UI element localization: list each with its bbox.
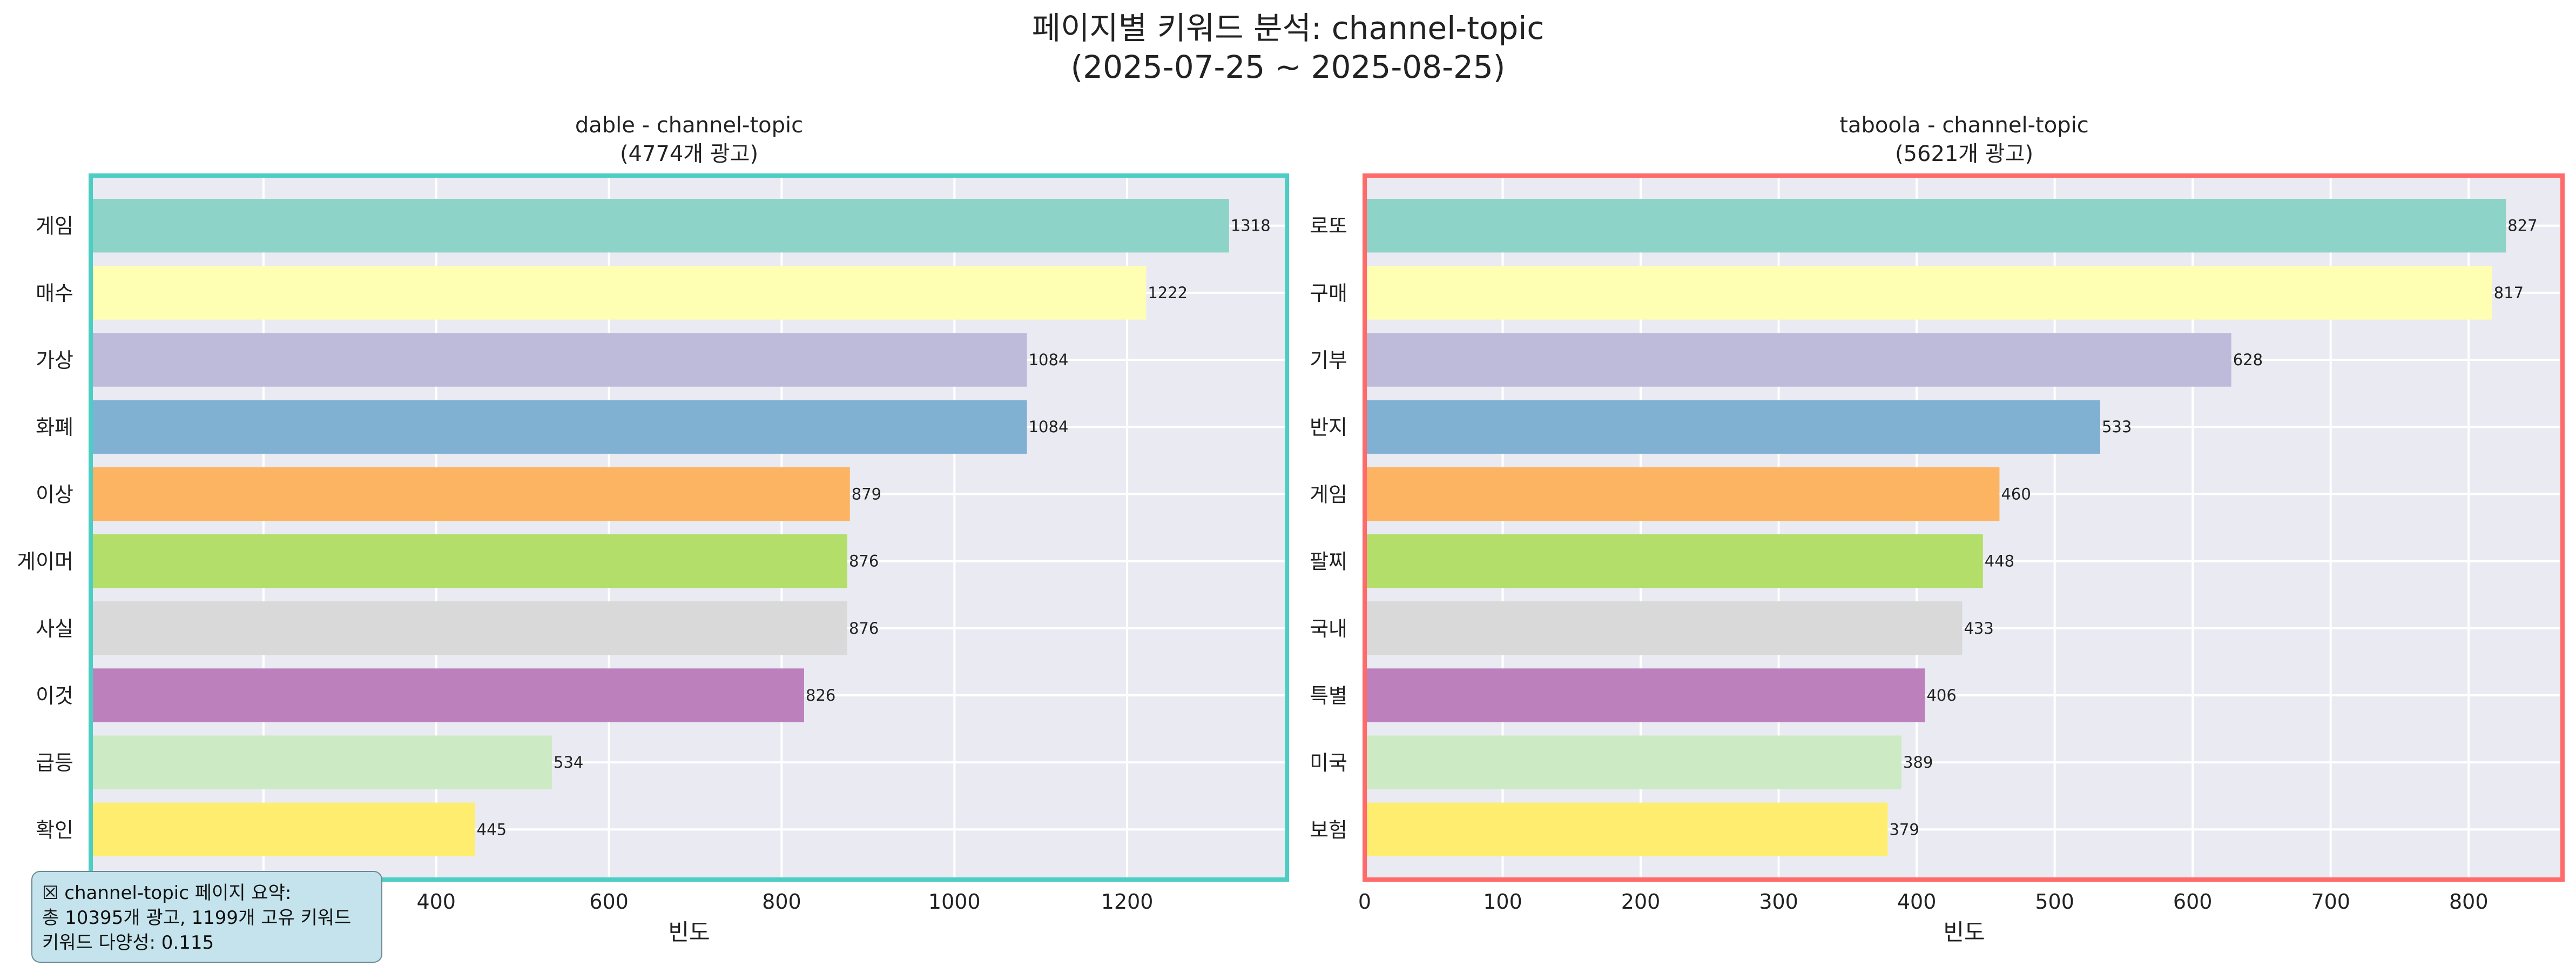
- taboola-category-label: 반지: [1310, 415, 1347, 439]
- taboola-bar-value-label: 533: [2102, 418, 2132, 436]
- taboola-x-tick-label: 700: [2311, 890, 2350, 914]
- dable-category-label: 확인: [36, 818, 73, 842]
- dable-category-label: 사실: [36, 617, 73, 641]
- taboola-bar: [1365, 333, 2231, 387]
- dable-panel-frame: [89, 173, 1289, 882]
- dable-x-axis-label: 빈도: [668, 919, 710, 945]
- dable-category-label: 매수: [36, 281, 73, 305]
- dable-x-tick-label: 1200: [1101, 890, 1154, 914]
- dable-x-tick-label: 600: [589, 890, 629, 914]
- dable-bar: [91, 199, 1229, 253]
- summary-line-3: 키워드 다양성: 0.115: [42, 932, 214, 954]
- taboola-bar-value-label: 433: [1964, 619, 1993, 638]
- dable-bar-value-label: 826: [806, 686, 835, 705]
- taboola-bar: [1365, 668, 1925, 722]
- taboola-x-tick-label: 100: [1483, 890, 1522, 914]
- dable-bar-value-label: 876: [849, 619, 879, 638]
- taboola-chart-subtitle: (5621개 광고): [1895, 142, 2033, 166]
- taboola-category-label: 미국: [1310, 751, 1347, 775]
- dable-category-label: 게임: [36, 214, 73, 238]
- taboola-bar-value-label: 817: [2494, 284, 2524, 302]
- taboola-bar-value-label: 460: [2001, 485, 2031, 503]
- taboola-category-label: 기부: [1310, 348, 1347, 372]
- dable-category-label: 가상: [36, 348, 73, 372]
- dable-bar: [91, 601, 847, 655]
- taboola-category-label: 보험: [1310, 818, 1347, 842]
- dable-category-label: 이것: [36, 684, 73, 708]
- taboola-x-tick-label: 800: [2449, 890, 2489, 914]
- taboola-bar: [1365, 199, 2506, 253]
- dable-bar-value-label: 879: [852, 485, 881, 503]
- dable-bar-value-label: 1318: [1231, 217, 1271, 235]
- dable-bar-value-label: 1084: [1029, 418, 1069, 436]
- dable-category-label: 이상: [36, 482, 73, 506]
- dable-bar: [91, 400, 1027, 454]
- dable-chart-subtitle: (4774개 광고): [620, 142, 758, 166]
- dable-bar: [91, 467, 850, 521]
- taboola-chart-panel: taboola - channel-topic (5621개 광고) 빈도 82…: [1310, 113, 2565, 945]
- dable-bar-value-label: 1222: [1148, 284, 1188, 302]
- taboola-bar-value-label: 406: [1926, 686, 1956, 705]
- taboola-bar-value-label: 448: [1985, 552, 2014, 571]
- taboola-x-tick-label: 400: [1897, 890, 1937, 914]
- taboola-bar: [1365, 534, 1983, 588]
- dable-bar-value-label: 1084: [1029, 351, 1069, 369]
- dable-bar: [91, 333, 1027, 387]
- summary-line-2: 총 10395개 광고, 1199개 고유 키워드: [42, 907, 352, 929]
- dable-bar-value-label: 534: [554, 753, 583, 772]
- taboola-category-label: 특별: [1310, 684, 1347, 708]
- taboola-bar-value-label: 389: [1903, 753, 1933, 772]
- taboola-bar: [1365, 467, 2000, 521]
- taboola-bar: [1365, 601, 1963, 655]
- figure-title-line1: 페이지별 키워드 분석: channel-topic: [1032, 10, 1545, 46]
- taboola-bar-value-label: 379: [1889, 820, 1919, 838]
- taboola-x-tick-label: 600: [2173, 890, 2213, 914]
- dable-bar: [91, 266, 1147, 320]
- dable-bar: [91, 534, 847, 588]
- taboola-bar: [1365, 802, 1888, 856]
- taboola-bar: [1365, 400, 2100, 454]
- dable-x-tick-label: 1000: [928, 890, 981, 914]
- summary-box: ☒ channel-topic 페이지 요약: 총 10395개 광고, 119…: [31, 871, 382, 963]
- dable-bar-value-label: 445: [477, 820, 507, 838]
- dable-bar: [91, 668, 805, 722]
- taboola-chart-title: taboola - channel-topic: [1839, 113, 2088, 138]
- taboola-x-tick-label: 200: [1621, 890, 1661, 914]
- taboola-x-tick-label: 500: [2035, 890, 2074, 914]
- dable-category-label: 화폐: [36, 415, 73, 439]
- dable-bar: [91, 735, 552, 789]
- taboola-x-tick-label: 300: [1759, 890, 1798, 914]
- taboola-category-label: 로또: [1310, 214, 1347, 238]
- dable-category-label: 게이머: [17, 550, 73, 574]
- taboola-category-label: 게임: [1310, 482, 1347, 506]
- dable-bar: [91, 802, 475, 856]
- taboola-category-label: 구매: [1310, 281, 1347, 305]
- figure-title-line2: (2025-07-25 ~ 2025-08-25): [1071, 49, 1506, 85]
- summary-line-1: ☒ channel-topic 페이지 요약:: [42, 882, 292, 904]
- taboola-category-label: 팔찌: [1310, 550, 1347, 574]
- dable-category-label: 급등: [36, 751, 73, 775]
- taboola-x-tick-label: 0: [1358, 890, 1371, 914]
- dable-chart-title: dable - channel-topic: [575, 113, 803, 138]
- taboola-bar-value-label: 827: [2507, 217, 2537, 235]
- dable-bar-value-label: 876: [849, 552, 879, 571]
- taboola-category-label: 국내: [1310, 617, 1347, 641]
- dable-x-tick-label: 400: [416, 890, 456, 914]
- taboola-bar: [1365, 266, 2492, 320]
- dable-chart-panel: dable - channel-topic (4774개 광고) 빈도 1318…: [17, 113, 1289, 945]
- taboola-panel-frame: [1363, 173, 2565, 882]
- dable-x-tick-label: 800: [762, 890, 801, 914]
- taboola-bar-value-label: 628: [2233, 351, 2263, 369]
- taboola-x-axis-label: 빈도: [1943, 919, 1985, 945]
- taboola-bar: [1365, 735, 1902, 789]
